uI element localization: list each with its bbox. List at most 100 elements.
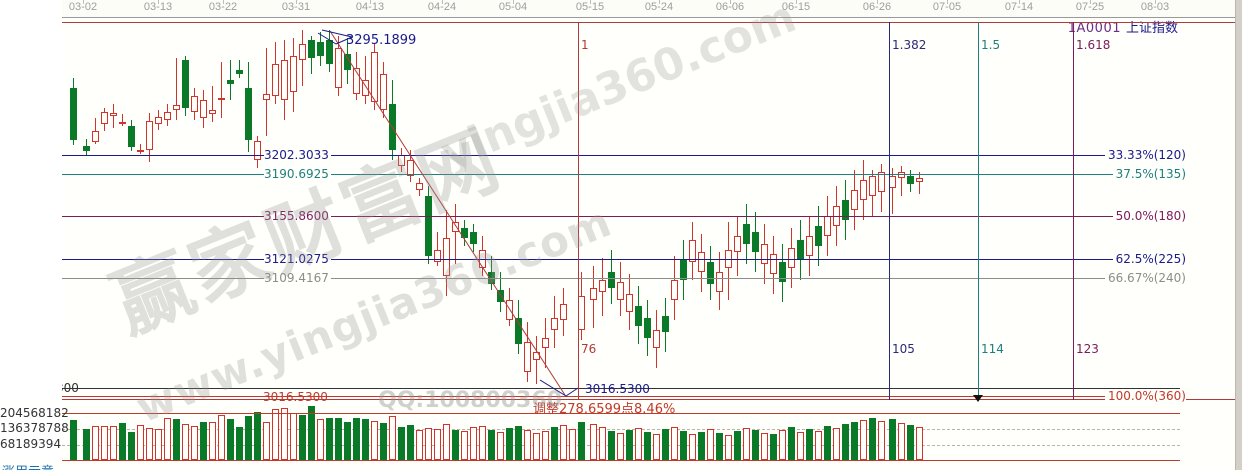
footer-label: 涨用示意 — [2, 461, 54, 470]
volume-bar — [806, 429, 813, 460]
date-tick-mark — [296, 0, 297, 4]
candle-wick — [221, 62, 222, 118]
date-tick-mark — [590, 0, 591, 4]
volume-bar — [326, 418, 333, 460]
candle-body — [416, 183, 423, 190]
candle-body — [869, 176, 876, 196]
volume-axis-label: 136378788 — [0, 421, 69, 435]
volume-bar — [698, 432, 705, 460]
candle-body — [626, 294, 633, 312]
volume-bar — [671, 427, 678, 460]
date-tick-label: 06-15 — [781, 1, 811, 13]
volume-bar — [254, 412, 261, 460]
candle-body — [70, 88, 77, 140]
date-tick-label: 07-25 — [1075, 1, 1105, 13]
volume-bar — [916, 427, 923, 460]
fib-percent-label: 33.33%(120) — [1104, 148, 1186, 162]
volume-bar — [371, 421, 378, 460]
volume-bar — [389, 416, 396, 460]
vertical-scrollbar[interactable] — [1235, 0, 1242, 470]
candle-body — [299, 44, 306, 60]
date-tick-mark — [659, 0, 660, 4]
volume-bar — [281, 408, 288, 460]
candle-body — [515, 318, 522, 344]
volume-bar — [824, 426, 831, 460]
volume-bar — [551, 427, 558, 460]
candle-body — [551, 318, 558, 330]
volume-bar — [182, 424, 189, 460]
volume-bar — [599, 427, 606, 460]
volume-pane-bottom-border — [62, 460, 1180, 461]
volume-bar — [560, 425, 567, 460]
candle-body — [155, 117, 162, 124]
candle-body — [236, 70, 243, 74]
volume-bar — [653, 434, 660, 460]
volume-bar — [716, 433, 723, 460]
candle-body — [371, 52, 378, 102]
volume-axis-panel — [0, 404, 62, 460]
candle-body — [779, 262, 786, 282]
fib-time-ratio-label: 1.618 — [1076, 38, 1111, 52]
volume-bar — [452, 430, 459, 460]
volume-bar — [752, 430, 759, 460]
volume-bar — [515, 426, 522, 460]
price-pane — [62, 18, 1180, 400]
candle-body — [815, 226, 822, 246]
volume-bar — [842, 424, 849, 460]
candle-body — [263, 94, 270, 100]
volume-bar — [263, 422, 270, 460]
volume-bar — [578, 422, 585, 460]
date-tick-label: 05-15 — [575, 1, 605, 13]
volume-bar — [380, 423, 387, 460]
volume-bar — [461, 431, 468, 460]
candle-body — [281, 60, 288, 100]
candle-body — [200, 100, 207, 118]
volume-gridline — [62, 429, 1180, 430]
candle-body — [272, 64, 279, 96]
candle-body — [398, 155, 405, 166]
ticker-code: 1A0001 — [1067, 21, 1121, 36]
date-tick-mark — [83, 0, 84, 4]
date-tick-label: 03-13 — [143, 1, 173, 13]
fib-time-bar-label: 114 — [981, 342, 1004, 356]
volume-bar — [236, 427, 243, 460]
volume-bar — [434, 429, 441, 460]
volume-bar — [725, 435, 732, 460]
candle-body — [290, 56, 297, 92]
candle-body — [317, 42, 324, 56]
candle-body — [128, 126, 135, 147]
date-tick-label: 03-02 — [68, 1, 98, 13]
volume-bar — [128, 432, 135, 460]
candle-body — [218, 98, 225, 100]
volume-bar — [860, 420, 867, 460]
candle-body — [326, 40, 333, 64]
candle-body — [254, 141, 261, 160]
volume-bar — [479, 426, 486, 460]
volume-bar — [308, 406, 315, 460]
candle-body — [907, 176, 914, 184]
candle-wick — [212, 86, 213, 122]
volume-bar — [569, 429, 576, 460]
candle-body — [560, 304, 567, 320]
candle-body — [137, 150, 144, 152]
date-tick-mark — [730, 0, 731, 4]
volume-bar — [470, 427, 477, 460]
date-tick-mark — [947, 0, 948, 4]
candle-wick — [122, 114, 123, 126]
volume-bar — [353, 418, 360, 460]
candle-body — [878, 172, 885, 192]
candle-wick — [536, 336, 537, 384]
volume-bar — [635, 428, 642, 460]
volume-bar — [590, 424, 597, 460]
volume-bar — [815, 431, 822, 460]
candle-body — [698, 252, 705, 272]
candle-body — [860, 180, 867, 200]
candle-body — [173, 105, 180, 110]
candle-body — [806, 236, 813, 256]
volume-bar — [398, 427, 405, 460]
volume-bar — [173, 419, 180, 460]
price-level-label: 3202.3033 — [264, 148, 331, 162]
volume-axis-label: 68189394 — [0, 437, 62, 451]
candle-body — [380, 74, 387, 110]
candle-body — [590, 288, 597, 300]
